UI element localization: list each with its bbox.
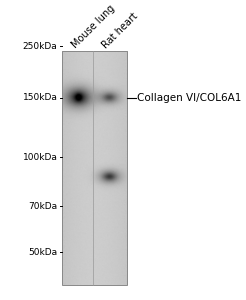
Text: Collagen VI/COL6A1: Collagen VI/COL6A1	[137, 93, 241, 103]
Text: 50kDa: 50kDa	[28, 248, 58, 257]
Text: 70kDa: 70kDa	[28, 202, 58, 211]
Text: 250kDa: 250kDa	[23, 41, 58, 50]
Text: Rat heart: Rat heart	[101, 11, 140, 50]
Text: 150kDa: 150kDa	[23, 93, 58, 102]
Bar	[62, 52, 127, 285]
Text: 100kDa: 100kDa	[23, 153, 58, 162]
Text: Mouse lung: Mouse lung	[70, 3, 117, 50]
